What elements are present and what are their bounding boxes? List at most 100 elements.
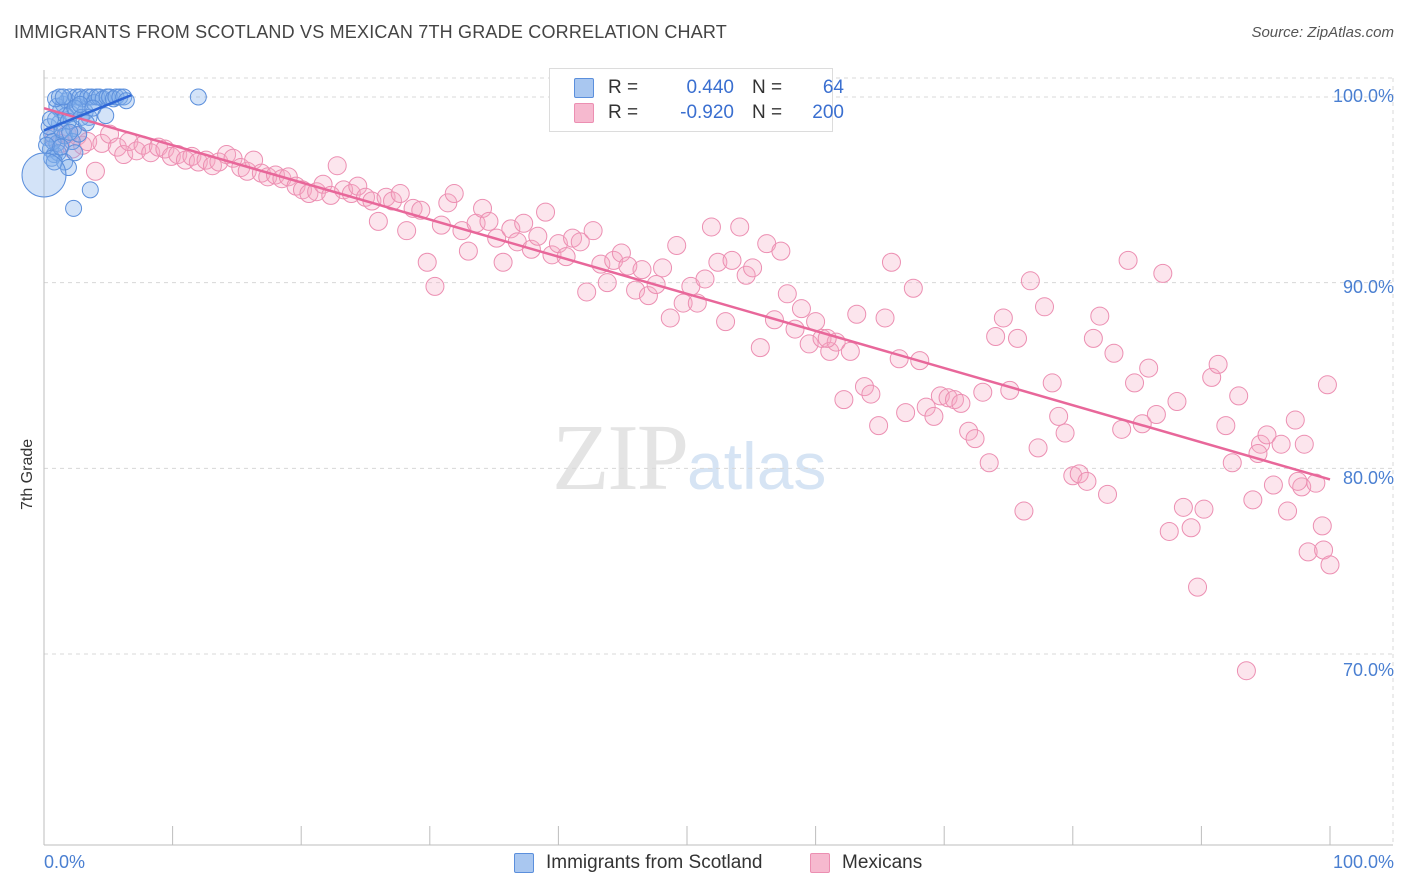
mexicans-point: [1014, 501, 1034, 521]
mexicans-point: [1208, 354, 1228, 374]
mexicans-point: [1216, 416, 1236, 436]
mexicans-point: [730, 217, 750, 237]
mexicans-point: [896, 403, 916, 423]
mexicans-point: [1271, 434, 1291, 454]
mexicans-point: [107, 137, 127, 157]
mexicans-point: [1055, 423, 1075, 443]
mexicans-point: [444, 184, 464, 204]
mexicans-point: [944, 390, 964, 410]
mexicans-point: [834, 390, 854, 410]
legend-swatch-scotland: [574, 78, 594, 98]
mexicans-point: [791, 299, 811, 319]
mexicans-point: [1077, 471, 1097, 491]
scotland-point: [97, 107, 115, 125]
mexicans-point: [1008, 328, 1028, 348]
mexicans-point: [1288, 471, 1308, 491]
mexicans-point: [479, 211, 499, 231]
mexicans-point: [1320, 555, 1340, 575]
legend-n-value: 64: [822, 77, 844, 98]
mexicans-point: [1090, 306, 1110, 326]
mexicans-point: [743, 258, 763, 278]
mexicans-point: [368, 211, 388, 231]
mexicans-point: [1153, 263, 1173, 283]
legend-swatch-mexicans: [574, 103, 594, 123]
legend-n-label: N =: [752, 77, 783, 98]
mexicans-point: [777, 284, 797, 304]
legend-n-value: 200: [812, 102, 844, 123]
mexicans-point: [1035, 297, 1055, 317]
mexicans-point: [736, 265, 756, 285]
mexicans-point: [1236, 661, 1256, 681]
mexicans-point: [458, 241, 478, 261]
mexicans-point: [847, 304, 867, 324]
legend-swatch-mexicans: [810, 853, 830, 873]
mexicans-point: [660, 308, 680, 328]
x-tick-label-100: 100.0%: [1332, 852, 1394, 872]
mexicans-point: [618, 256, 638, 276]
mexicans-point: [1020, 271, 1040, 291]
mexicans-point: [993, 308, 1013, 328]
mexicans-point: [1222, 453, 1242, 473]
scotland-point: [81, 181, 99, 199]
scotland-point: [61, 123, 79, 141]
scotland-point: [50, 88, 68, 106]
mexicans-point: [161, 146, 181, 166]
mexicans-point: [425, 276, 445, 296]
mexicans-point: [1292, 477, 1312, 497]
mexicans-point: [348, 176, 368, 196]
mexicans-point: [930, 386, 950, 406]
mexicans-point: [903, 278, 923, 298]
mexicans-point: [1263, 475, 1283, 495]
mexicans-point: [1243, 490, 1263, 510]
mexicans-point: [986, 327, 1006, 347]
scotland-point: [21, 152, 67, 198]
mexicans-point: [1118, 250, 1138, 270]
scotland-point: [54, 88, 72, 106]
mexicans-point: [1181, 518, 1201, 538]
scotland-point: [189, 88, 207, 106]
scotland-point: [52, 138, 70, 156]
mexicans-point: [861, 384, 881, 404]
mexicans-point: [716, 312, 736, 332]
y-axis-label: 7th Grade: [19, 438, 36, 510]
y-tick-label-70: 70.0%: [1342, 660, 1394, 680]
scotland-point: [65, 199, 83, 217]
mexicans-point: [1229, 386, 1249, 406]
mexicans-point: [1298, 542, 1318, 562]
chart-title: IMMIGRANTS FROM SCOTLAND VS MEXICAN 7TH …: [14, 22, 728, 42]
legend-r-label: R =: [608, 77, 639, 98]
mexicans-point: [1139, 358, 1159, 378]
mexicans-point: [1042, 373, 1062, 393]
watermark: ZIPatlas: [552, 404, 826, 512]
mexicans-point: [875, 308, 895, 328]
mexicans-point: [327, 156, 347, 176]
mexicans-point: [854, 377, 874, 397]
mexicans-point: [1173, 497, 1193, 517]
mexicans-point: [632, 260, 652, 280]
mexicans-point: [1188, 577, 1208, 597]
mexicans-point: [1069, 464, 1089, 484]
mexicans-point: [1317, 375, 1337, 395]
legend-label-mexicans: Mexicans: [842, 852, 923, 873]
mexicans-point: [708, 252, 728, 272]
mexicans-point: [924, 406, 944, 426]
mexicans-point: [438, 193, 458, 213]
mexicans-point: [771, 241, 791, 261]
mexicans-point: [570, 232, 590, 252]
mexicans-point: [965, 429, 985, 449]
mexicans-point: [1098, 484, 1118, 504]
mexicans-point: [951, 393, 971, 413]
y-tick-label-90: 90.0%: [1342, 277, 1394, 297]
legend-r-label: R =: [608, 102, 639, 123]
watermark-zip: ZIP: [552, 406, 689, 510]
mexicans-point: [799, 334, 819, 354]
legend-label-scotland: Immigrants from Scotland: [546, 852, 763, 873]
mexicans-point: [1112, 419, 1132, 439]
mexicans-point: [1194, 499, 1214, 519]
mexicans-point: [1049, 406, 1069, 426]
scotland-point: [71, 95, 89, 113]
mexicans-point: [869, 416, 889, 436]
y-tick-label-100: 100.0%: [1332, 86, 1394, 106]
mexicans-point: [1257, 425, 1277, 445]
